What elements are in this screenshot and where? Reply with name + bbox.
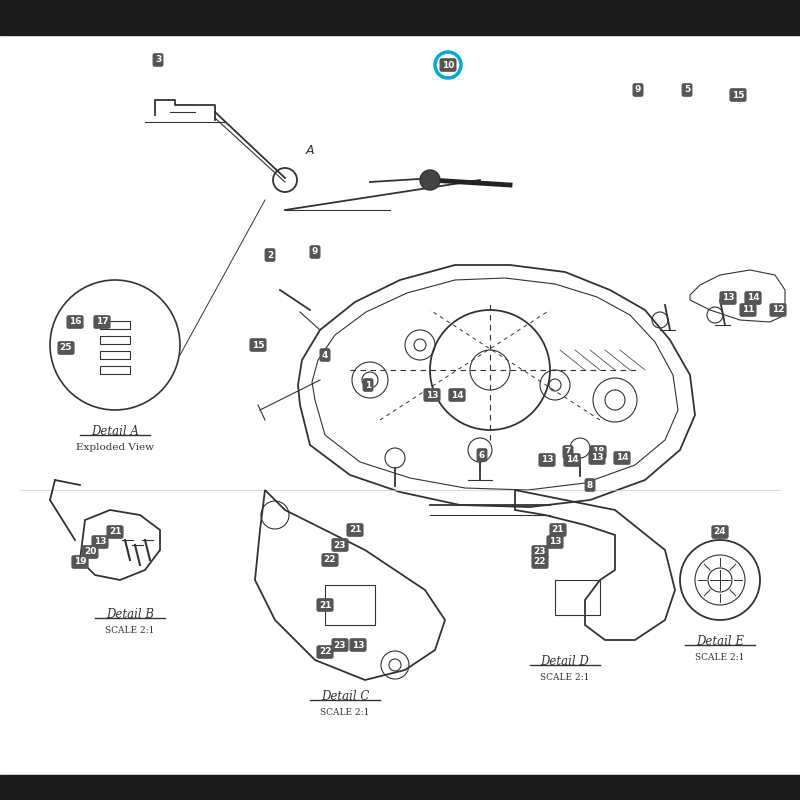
Bar (0, 0, 800, 35)
Text: 13: 13 (549, 538, 562, 546)
Text: 21: 21 (349, 526, 362, 534)
Text: 9: 9 (635, 86, 641, 94)
Text: 22: 22 (324, 555, 336, 565)
Bar (100, 351, 130, 359)
Text: 14: 14 (746, 294, 759, 302)
Text: 4: 4 (322, 350, 328, 359)
Text: SCALE 2:1: SCALE 2:1 (106, 626, 154, 635)
Text: 14: 14 (450, 390, 463, 399)
Text: 24: 24 (714, 527, 726, 537)
Text: 21: 21 (552, 526, 564, 534)
Bar (100, 336, 130, 344)
Text: Detail E: Detail E (696, 635, 744, 648)
Circle shape (420, 170, 440, 190)
Text: A: A (306, 143, 314, 157)
Text: 23: 23 (334, 641, 346, 650)
Text: 2: 2 (267, 250, 273, 259)
Text: 13: 13 (426, 390, 438, 399)
Text: 21: 21 (109, 527, 122, 537)
Text: 13: 13 (590, 454, 603, 462)
Text: 15: 15 (732, 90, 744, 99)
Text: 21: 21 (318, 601, 331, 610)
Text: 22: 22 (534, 558, 546, 566)
Text: 10: 10 (442, 61, 454, 70)
Text: 16: 16 (69, 318, 82, 326)
Text: 25: 25 (60, 343, 72, 353)
Text: 13: 13 (541, 455, 554, 465)
Text: 12: 12 (772, 306, 784, 314)
Text: 17: 17 (96, 318, 108, 326)
Text: SCALE 2:1: SCALE 2:1 (695, 653, 745, 662)
Text: 8: 8 (587, 481, 593, 490)
Text: Detail C: Detail C (321, 690, 369, 703)
Text: 13: 13 (94, 538, 106, 546)
Text: 15: 15 (252, 341, 264, 350)
Text: 11: 11 (742, 306, 754, 314)
Text: 7: 7 (565, 447, 571, 457)
Text: 13: 13 (352, 641, 364, 650)
Bar (325, 585, 375, 625)
Text: 3: 3 (155, 55, 161, 65)
Text: Exploded View: Exploded View (76, 443, 154, 452)
Text: 18: 18 (592, 447, 604, 457)
Bar (100, 321, 130, 329)
Text: SCALE 2:1: SCALE 2:1 (540, 673, 590, 682)
Text: 19: 19 (74, 558, 86, 566)
Bar (555, 580, 600, 615)
Text: 14: 14 (616, 454, 628, 462)
Text: Detail A: Detail A (91, 425, 139, 438)
Text: 9: 9 (312, 247, 318, 257)
Text: 23: 23 (534, 547, 546, 557)
Text: 6: 6 (479, 450, 485, 459)
Text: 1: 1 (365, 381, 371, 390)
Text: 14: 14 (566, 455, 578, 465)
Text: 20: 20 (84, 547, 96, 557)
Text: 5: 5 (684, 86, 690, 94)
Bar (0, 775, 800, 800)
Text: 22: 22 (318, 647, 331, 657)
Text: 13: 13 (722, 294, 734, 302)
Text: Detail B: Detail B (106, 608, 154, 621)
Text: 23: 23 (334, 541, 346, 550)
Text: SCALE 2:1: SCALE 2:1 (320, 708, 370, 717)
Bar (100, 366, 130, 374)
Text: Detail D: Detail D (541, 655, 590, 668)
